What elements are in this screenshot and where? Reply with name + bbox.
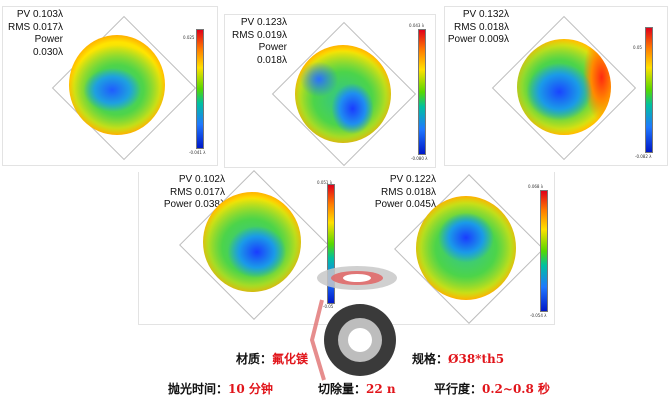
panel-5-stats: PV 0.122λ RMS 0.018λ Power 0.045λ	[352, 174, 436, 212]
panel-1-stats: PV 0.103λ RMS 0.017λ Power 0.030λ	[5, 9, 63, 59]
panel-5-scale-bottom: -0.054 λ	[530, 313, 547, 318]
panel-3-surface-map	[517, 39, 611, 135]
polish-time-value: 10 分钟	[228, 382, 273, 396]
spec-caption: 规格：Ø38*th5	[412, 350, 504, 367]
panel-3-stats: PV 0.132λ RMS 0.018λ Power 0.009λ	[447, 9, 509, 47]
panel-4-color-scale	[327, 184, 335, 304]
removal-value: 22 n	[366, 382, 396, 396]
company-logo-watermark	[309, 266, 397, 381]
panel-3-pv: PV 0.132λ	[462, 9, 509, 20]
panel-5-power: Power 0.045λ	[374, 199, 436, 210]
panel-3-scale-top: 0.05	[633, 45, 642, 50]
panel-1-surface-map	[69, 35, 165, 135]
panel-1-pv: PV 0.103λ	[16, 9, 63, 20]
panel-1-rms: RMS 0.017λ	[7, 21, 63, 33]
panel-2-scale-top: 0.043 λ	[409, 23, 425, 28]
parallelism-label: 平行度：	[434, 382, 483, 396]
panel-4-rms: RMS 0.017λ	[169, 186, 225, 198]
panel-4-pv: PV 0.102λ	[178, 174, 225, 185]
panel-1-scale-top: 0.025	[183, 35, 195, 40]
parallelism-caption: 平行度：0.2~0.8 秒	[434, 380, 550, 397]
interferogram-panel-2: PV 0.123λ RMS 0.019λ Power 0.018λ 0.043 …	[224, 14, 436, 168]
panel-3-scale-bottom: -0.082 λ	[635, 154, 652, 159]
spec-label: 规格：	[412, 352, 449, 366]
interferogram-panel-1: PV 0.103λ RMS 0.017λ Power 0.030λ 0.025 …	[2, 6, 218, 166]
panel-4-scale-top: 0.051 λ	[317, 180, 333, 185]
panel-5-scale-top: 0.068 λ	[528, 184, 544, 189]
removal-label: 切除量：	[318, 382, 367, 396]
spec-value: Ø38*th5	[448, 352, 505, 366]
panel-2-rms: RMS 0.019λ	[231, 29, 287, 41]
panel-2-surface-map	[295, 45, 391, 143]
panel-1-power: Power 0.030λ	[32, 34, 63, 58]
panel-2-stats: PV 0.123λ RMS 0.019λ Power 0.018λ	[227, 17, 287, 67]
panel-4-power: Power 0.038λ	[163, 199, 225, 210]
polish-time-label: 抛光时间：	[168, 382, 229, 396]
panel-3-color-scale	[645, 27, 653, 153]
interferogram-panel-5: PV 0.122λ RMS 0.018λ Power 0.045λ 0.068 …	[350, 172, 555, 325]
panel-5-surface-map	[416, 196, 516, 300]
panel-4-scale-bottom: -0.05	[323, 304, 334, 309]
polish-time-caption: 抛光时间：10 分钟	[168, 380, 273, 397]
panel-2-pv: PV 0.123λ	[240, 17, 287, 28]
panel-4-stats: PV 0.102λ RMS 0.017λ Power 0.038λ	[141, 174, 225, 212]
panel-4-surface-map	[203, 192, 301, 292]
panel-1-scale-bottom: -0.041 λ	[189, 150, 206, 155]
panel-5-pv: PV 0.122λ	[389, 174, 436, 185]
panel-2-color-scale	[418, 29, 426, 155]
panel-2-power: Power 0.018λ	[256, 42, 287, 66]
panel-2-scale-bottom: -0.080 λ	[411, 156, 428, 161]
material-value: 氟化镁	[272, 352, 309, 366]
material-caption: 材质：氟化镁	[236, 350, 308, 367]
removal-caption: 切除量：22 n	[318, 380, 396, 397]
panel-3-power: Power 0.009λ	[447, 34, 509, 45]
panel-5-rms: RMS 0.018λ	[380, 186, 436, 198]
panel-1-color-scale	[196, 29, 204, 149]
interferogram-panel-3: PV 0.132λ RMS 0.018λ Power 0.009λ 0.05 -…	[444, 6, 668, 166]
panel-3-rms: RMS 0.018λ	[453, 21, 509, 33]
panel-5-color-scale	[540, 190, 548, 312]
parallelism-value: 0.2~0.8 秒	[482, 382, 551, 396]
interferogram-panel-4: PV 0.102λ RMS 0.017λ Power 0.038λ 0.051 …	[138, 170, 343, 325]
material-label: 材质：	[236, 352, 273, 366]
